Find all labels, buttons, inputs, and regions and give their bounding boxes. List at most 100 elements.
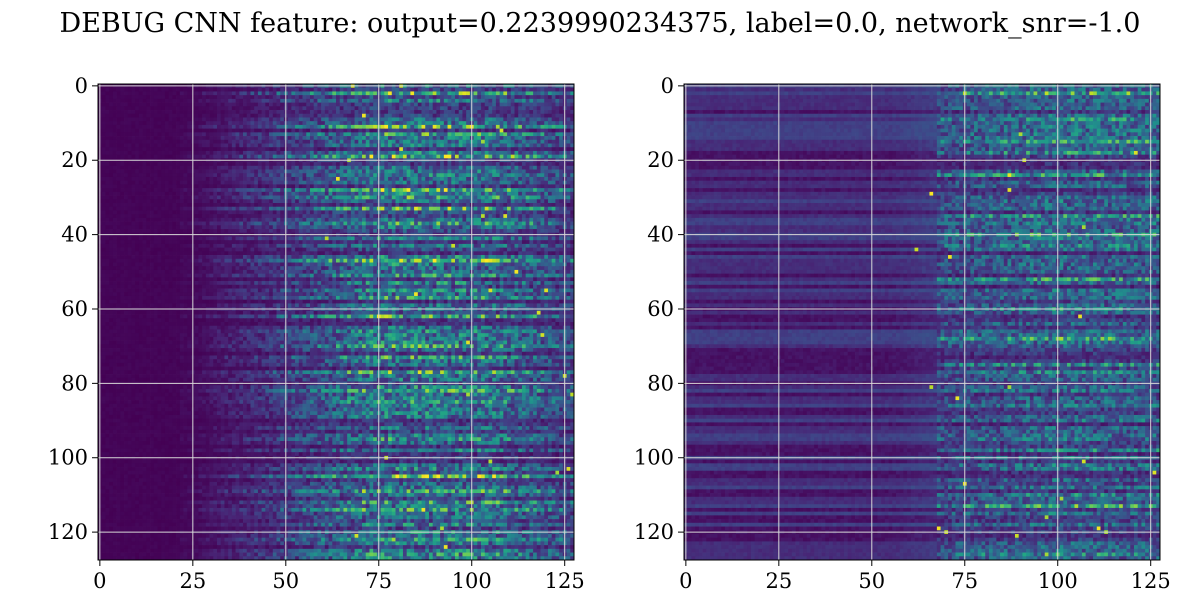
heatmap-cell	[417, 106, 422, 111]
heatmap-cell	[369, 184, 374, 189]
heatmap-cell	[540, 195, 545, 200]
heatmap-cell	[168, 191, 173, 196]
heatmap-cell	[499, 154, 504, 159]
heatmap-cell	[269, 225, 274, 230]
heatmap-cell	[272, 188, 277, 193]
heatmap-cell	[328, 136, 333, 141]
heatmap-cell	[495, 139, 500, 144]
heatmap-cell	[570, 162, 575, 167]
heatmap-cell	[380, 188, 385, 193]
heatmap-cell	[168, 87, 173, 92]
heatmap-cell	[570, 128, 575, 133]
heatmap-cell	[120, 139, 125, 144]
heatmap-cell	[406, 124, 411, 129]
heatmap-cell	[209, 117, 214, 122]
heatmap-cell	[436, 102, 441, 107]
heatmap-cell	[555, 191, 560, 196]
heatmap-cell	[112, 95, 117, 100]
heatmap-cell	[332, 121, 337, 126]
heatmap-cell	[157, 206, 162, 211]
heatmap-cell	[350, 173, 355, 178]
heatmap-cell	[555, 195, 560, 200]
heatmap-cell	[183, 214, 188, 219]
heatmap-cell	[246, 217, 251, 222]
heatmap-cell	[447, 203, 452, 208]
heatmap-cell	[507, 98, 512, 103]
heatmap-cell	[153, 154, 158, 159]
heatmap-cell	[176, 147, 181, 152]
heatmap-cell	[473, 150, 478, 156]
heatmap-cell	[451, 169, 456, 174]
heatmap-cell	[164, 124, 170, 129]
heatmap-cell	[168, 113, 173, 118]
heatmap-cell	[455, 113, 460, 118]
heatmap-cell	[272, 113, 277, 118]
heatmap-cell	[477, 91, 482, 96]
heatmap-cell	[350, 110, 355, 115]
heatmap-cell	[551, 210, 556, 215]
heatmap-cell	[168, 206, 173, 211]
heatmap-cell	[336, 203, 341, 208]
heatmap-cell	[481, 169, 486, 174]
heatmap-cell	[298, 121, 303, 126]
heatmap-cell	[224, 91, 229, 96]
heatmap-cell	[410, 113, 415, 118]
heatmap-cell	[172, 102, 177, 107]
heatmap-cell	[428, 106, 434, 111]
heatmap-cell	[183, 87, 188, 92]
heatmap-cell	[291, 176, 296, 182]
heatmap-cell	[365, 214, 370, 219]
heatmap-cell	[410, 206, 415, 211]
heatmap-cell	[570, 221, 575, 226]
heatmap-cell	[518, 154, 523, 159]
heatmap-cell	[525, 188, 530, 193]
heatmap-cell	[138, 102, 143, 107]
heatmap-cell	[265, 203, 270, 208]
heatmap-cell	[109, 143, 114, 148]
heatmap-cell	[224, 121, 229, 126]
heatmap-cell	[477, 139, 482, 144]
heatmap-cell	[217, 221, 222, 226]
heatmap-cell	[336, 199, 341, 204]
heatmap-cell	[124, 217, 129, 222]
heatmap-cell	[384, 154, 389, 159]
heatmap-cell	[105, 229, 110, 234]
heatmap-cell	[343, 128, 348, 133]
heatmap-cell	[205, 225, 210, 230]
heatmap-cell	[536, 136, 541, 141]
heatmap-cell	[101, 206, 106, 211]
heatmap-cell	[287, 147, 292, 152]
heatmap-cell	[492, 165, 497, 170]
heatmap-cell	[261, 124, 266, 129]
heatmap-cell	[261, 206, 266, 211]
heatmap-cell	[202, 203, 207, 208]
heatmap-cell	[280, 106, 285, 111]
heatmap-cell	[120, 162, 125, 167]
heatmap-cell	[365, 150, 370, 156]
heatmap-cell	[499, 110, 504, 115]
heatmap-cell	[373, 95, 378, 100]
heatmap-cell	[321, 221, 326, 226]
heatmap-cell	[399, 176, 404, 182]
heatmap-cell	[458, 124, 463, 129]
heatmap-cell	[488, 106, 493, 111]
heatmap-cell	[142, 191, 147, 196]
heatmap-cell	[425, 139, 430, 144]
heatmap-cell	[205, 87, 210, 92]
heatmap-cell	[142, 221, 147, 226]
heatmap-cell	[224, 132, 229, 137]
heatmap-cell	[525, 225, 530, 230]
heatmap-cell	[172, 106, 177, 111]
heatmap-cell	[131, 110, 136, 115]
heatmap-cell	[276, 188, 281, 193]
heatmap-cell	[529, 91, 534, 96]
heatmap-cell	[402, 214, 408, 219]
heatmap-cell	[507, 199, 512, 204]
heatmap-cell	[499, 214, 504, 219]
heatmap-cell	[209, 162, 214, 167]
heatmap-cell	[321, 154, 326, 159]
heatmap-cell	[555, 214, 560, 219]
heatmap-cell	[566, 87, 571, 92]
heatmap-cell	[287, 221, 292, 226]
heatmap-cell	[373, 169, 378, 174]
